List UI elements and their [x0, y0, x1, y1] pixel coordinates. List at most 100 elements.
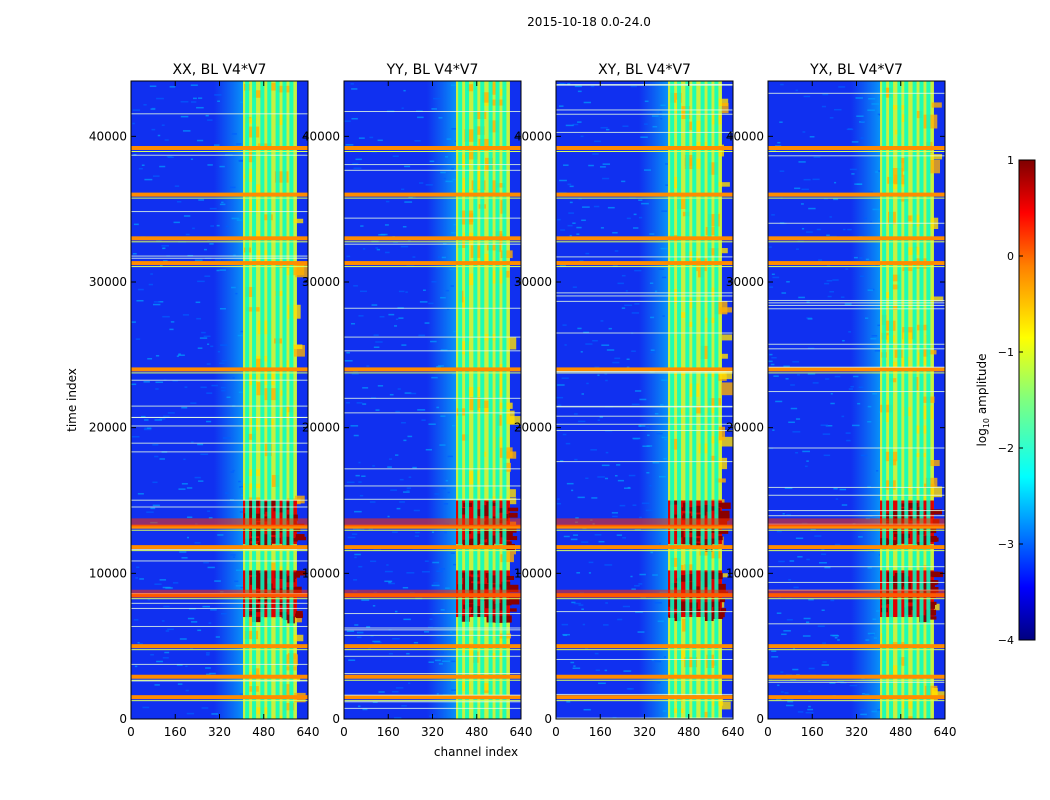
noise-speckle [558, 82, 567, 85]
noise-speckle [206, 654, 210, 656]
noise-speckle [451, 689, 458, 691]
saturated-cell [255, 528, 263, 536]
band-texture [718, 426, 726, 441]
noise-speckle [572, 222, 576, 224]
rfi-channel-line [480, 81, 485, 719]
noise-speckle [582, 623, 586, 626]
noise-speckle [867, 420, 872, 423]
y-tick-label: 30000 [514, 275, 552, 289]
noise-speckle [795, 418, 801, 420]
noise-speckle [143, 381, 150, 383]
noise-speckle [353, 579, 358, 581]
broadband-rfi-line [344, 261, 521, 266]
noise-speckle [433, 582, 439, 584]
noise-speckle [217, 350, 221, 353]
noise-speckle [421, 571, 430, 573]
noise-speckle [779, 121, 783, 123]
noise-speckle [425, 184, 433, 186]
noise-speckle [577, 327, 582, 330]
colorbar-tick-label: −4 [998, 634, 1014, 647]
time-dropout-line [768, 92, 945, 94]
saturated-cell [673, 514, 680, 518]
time-dropout-line [131, 680, 308, 682]
noise-speckle [433, 97, 441, 100]
noise-speckle [424, 322, 430, 324]
noise-speckle [219, 203, 226, 206]
broadband-rfi-line [131, 545, 308, 550]
noise-speckle [169, 86, 176, 88]
noise-speckle [590, 85, 595, 88]
broadband-rfi-line [556, 674, 733, 679]
noise-speckle [443, 177, 446, 180]
noise-speckle [827, 295, 832, 298]
time-dropout-line [131, 379, 308, 381]
noise-speckle [788, 579, 791, 581]
noise-speckle [850, 385, 854, 388]
broadband-rfi-line-edge [556, 550, 733, 552]
noise-speckle [395, 318, 399, 321]
broadband-rfi-line-edge [131, 679, 308, 681]
noise-speckle [350, 83, 354, 85]
noise-speckle [842, 339, 845, 342]
noise-speckle [833, 198, 839, 201]
band-texture [491, 82, 496, 95]
noise-speckle [232, 469, 235, 472]
band-texture [505, 270, 510, 278]
noise-speckle [576, 226, 582, 229]
noise-speckle [146, 511, 154, 513]
noise-speckle [389, 393, 394, 396]
noise-speckle [656, 681, 661, 684]
time-dropout-line [131, 625, 308, 627]
saturated-cell [464, 598, 474, 604]
noise-speckle [652, 461, 660, 464]
noise-speckle [770, 149, 777, 151]
broadband-rfi-line-edge [344, 529, 521, 531]
noise-speckle [213, 144, 220, 146]
noise-speckle [220, 386, 227, 389]
saturated-cell [295, 536, 307, 541]
noise-speckle [214, 580, 221, 582]
noise-speckle [660, 117, 663, 120]
noise-speckle [206, 673, 211, 676]
noise-speckle [807, 708, 814, 711]
noise-speckle [623, 487, 631, 489]
noise-speckle [418, 334, 426, 337]
noise-speckle [661, 436, 668, 439]
band-texture [247, 613, 254, 627]
y-tick-label: 20000 [514, 421, 552, 435]
noise-speckle [434, 493, 440, 495]
rfi-channel-line [267, 81, 272, 719]
noise-speckle [803, 178, 811, 181]
noise-speckle [375, 341, 383, 343]
noise-speckle [769, 353, 773, 356]
noise-speckle [230, 554, 236, 556]
noise-speckle [435, 659, 441, 662]
noise-speckle [594, 534, 602, 536]
band-texture [271, 474, 280, 487]
noise-speckle [362, 708, 368, 711]
noise-speckle [806, 621, 810, 623]
noise-speckle [451, 660, 456, 663]
noise-speckle [356, 402, 363, 404]
noise-speckle [875, 171, 879, 173]
noise-speckle [577, 90, 582, 93]
noise-speckle [366, 365, 370, 367]
noise-speckle [220, 344, 228, 346]
noise-speckle [557, 498, 560, 500]
noise-speckle [186, 536, 190, 539]
noise-speckle [602, 163, 611, 165]
rfi-channel-line [282, 81, 287, 719]
broadband-rfi-line [768, 236, 945, 241]
saturated-cell [932, 509, 942, 515]
noise-speckle [151, 128, 156, 131]
broadband-rfi-line [556, 524, 733, 529]
noise-speckle [561, 623, 569, 626]
noise-speckle [439, 487, 447, 490]
noise-speckle [605, 128, 610, 131]
noise-speckle [559, 460, 564, 462]
noise-speckle [830, 599, 835, 602]
noise-speckle [660, 247, 668, 250]
noise-speckle [580, 351, 583, 353]
noise-speckle [851, 173, 855, 175]
noise-speckle [571, 601, 576, 604]
